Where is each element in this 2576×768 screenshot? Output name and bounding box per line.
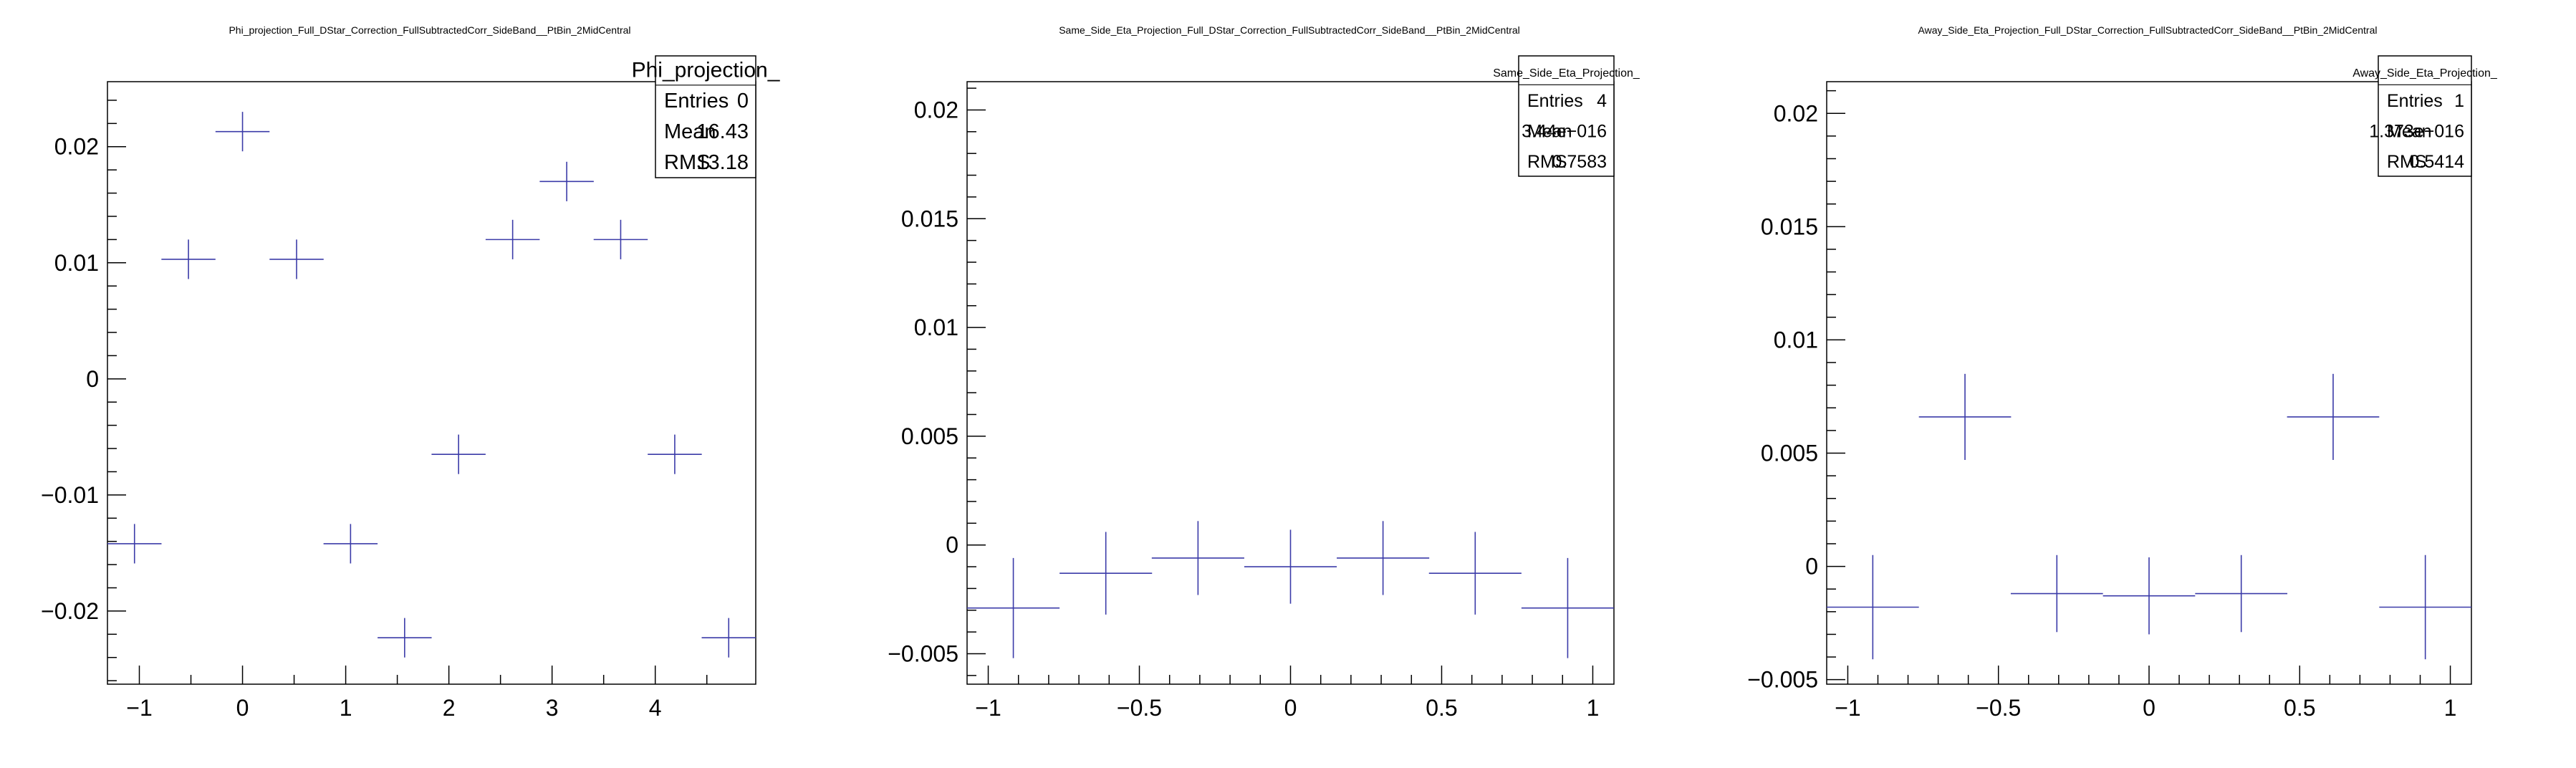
stats-value: 13.18 [696, 151, 749, 174]
data-point [701, 618, 756, 658]
data-point [1827, 555, 1919, 660]
data-point [2195, 555, 2288, 633]
y-tick-label: 0.015 [901, 206, 958, 231]
panel-3: Away_Side_Eta_Projection_Full_DStar_Corr… [1747, 24, 2498, 721]
stats-label: RMS [1527, 152, 1567, 172]
y-tick-label: 0.01 [914, 315, 958, 340]
data-point [431, 434, 486, 474]
y-tick-label: −0.005 [888, 640, 958, 666]
stats-name: Away_Side_Eta_Projection_ [2352, 67, 2498, 80]
stats-label: Entries [2387, 91, 2443, 111]
x-tick-label: −0.5 [1117, 695, 1162, 721]
stats-label: RMS [664, 151, 710, 174]
data-point [161, 239, 216, 279]
data-point [323, 524, 378, 564]
data-point [215, 112, 270, 152]
data-point [1428, 532, 1522, 615]
data-point [2287, 373, 2380, 460]
stats-value: 4 [1597, 91, 1607, 111]
y-tick-label: 0.015 [1761, 213, 1818, 239]
y-tick-label: 0.02 [54, 134, 99, 160]
stats-name: Phi_projection_ [632, 58, 781, 82]
data-point [1918, 373, 2012, 460]
y-tick-label: −0.005 [1747, 667, 1818, 693]
stats-name: Same_Side_Eta_Projection_ [1493, 67, 1640, 80]
x-tick-label: 0 [2143, 695, 2156, 721]
x-tick-label: 0.5 [2284, 695, 2315, 721]
stats-value: 16.43 [696, 120, 749, 143]
data-point [378, 618, 432, 658]
y-tick-label: 0 [946, 532, 958, 558]
y-tick-label: −0.01 [41, 482, 99, 508]
y-tick-label: 0.01 [1774, 327, 1818, 352]
y-tick-label: 0.005 [901, 423, 958, 449]
panel-1: Phi_projection_Full_DStar_Correction_Ful… [41, 24, 781, 721]
stats-value: 1 [2454, 91, 2464, 111]
panel-2: Same_Side_Eta_Projection_Full_DStar_Corr… [888, 24, 1640, 721]
y-tick-label: −0.02 [41, 598, 99, 624]
x-tick-label: 0 [236, 695, 249, 721]
y-tick-label: 0.02 [914, 97, 958, 123]
data-point [967, 557, 1060, 658]
data-point [1337, 521, 1430, 595]
stats-box-frame [1518, 55, 1615, 177]
stats-box-frame [655, 55, 756, 178]
stats-label: Mean [2387, 122, 2432, 142]
x-tick-label: 0 [1284, 695, 1297, 721]
x-tick-label: 0.5 [1426, 695, 1457, 721]
stats-label: Mean [1527, 122, 1572, 142]
stats-box-frame [2378, 55, 2472, 177]
x-tick-label: −0.5 [1976, 695, 2021, 721]
data-point [107, 524, 162, 564]
data-point [485, 219, 540, 259]
data-point [1151, 521, 1244, 595]
data-point [539, 161, 594, 201]
stats-box: Same_Side_Eta_Projection_ Entries 4 Mean3.4… [1493, 55, 1640, 177]
y-tick-label: 0.005 [1761, 441, 1818, 466]
x-tick-label: 4 [649, 695, 662, 721]
x-tick-label: 2 [443, 695, 456, 721]
data-point [2102, 557, 2196, 635]
data-point [1521, 557, 1614, 658]
data-point [2010, 555, 2103, 633]
x-tick-label: 1 [2444, 695, 2457, 721]
data-point [1244, 529, 1337, 604]
data-point [1059, 532, 1153, 615]
x-tick-label: −1 [126, 695, 152, 721]
x-tick-label: 1 [340, 695, 352, 721]
y-tick-label: 0.01 [54, 250, 99, 276]
stats-value: 0 [737, 90, 749, 112]
stats-label: RMS [2387, 152, 2427, 172]
y-tick-label: 0 [1805, 554, 1818, 580]
stats-label: Mean [664, 120, 716, 143]
stats-label: Entries [1527, 91, 1583, 111]
x-tick-label: 3 [546, 695, 559, 721]
stats-value: 0.5414 [2410, 152, 2465, 172]
chart-title: Phi_projection_Full_DStar_Correction_Ful… [229, 24, 630, 36]
stats-value: 1.373e−016 [2369, 122, 2464, 142]
y-tick-label: 0 [86, 366, 99, 392]
x-tick-label: −1 [975, 695, 1001, 721]
data-point [648, 434, 702, 474]
stats-label: Entries [664, 90, 729, 112]
data-point [269, 239, 324, 279]
x-tick-label: 1 [1587, 695, 1600, 721]
data-point [2379, 555, 2471, 660]
chart-title: Away_Side_Eta_Projection_Full_DStar_Corr… [1918, 24, 2378, 36]
stats-value: 3.44e−016 [1522, 122, 1607, 142]
stats-box: Away_Side_Eta_Projection_ Entries 1 Mean1.3… [2352, 55, 2498, 177]
x-tick-label: −1 [1835, 695, 1860, 721]
chart-title: Same_Side_Eta_Projection_Full_DStar_Corr… [1059, 24, 1520, 36]
stats-value: 0.7583 [1552, 152, 1607, 172]
data-point [593, 219, 648, 259]
plot-frame [107, 81, 756, 685]
y-tick-label: 0.02 [1774, 100, 1818, 126]
